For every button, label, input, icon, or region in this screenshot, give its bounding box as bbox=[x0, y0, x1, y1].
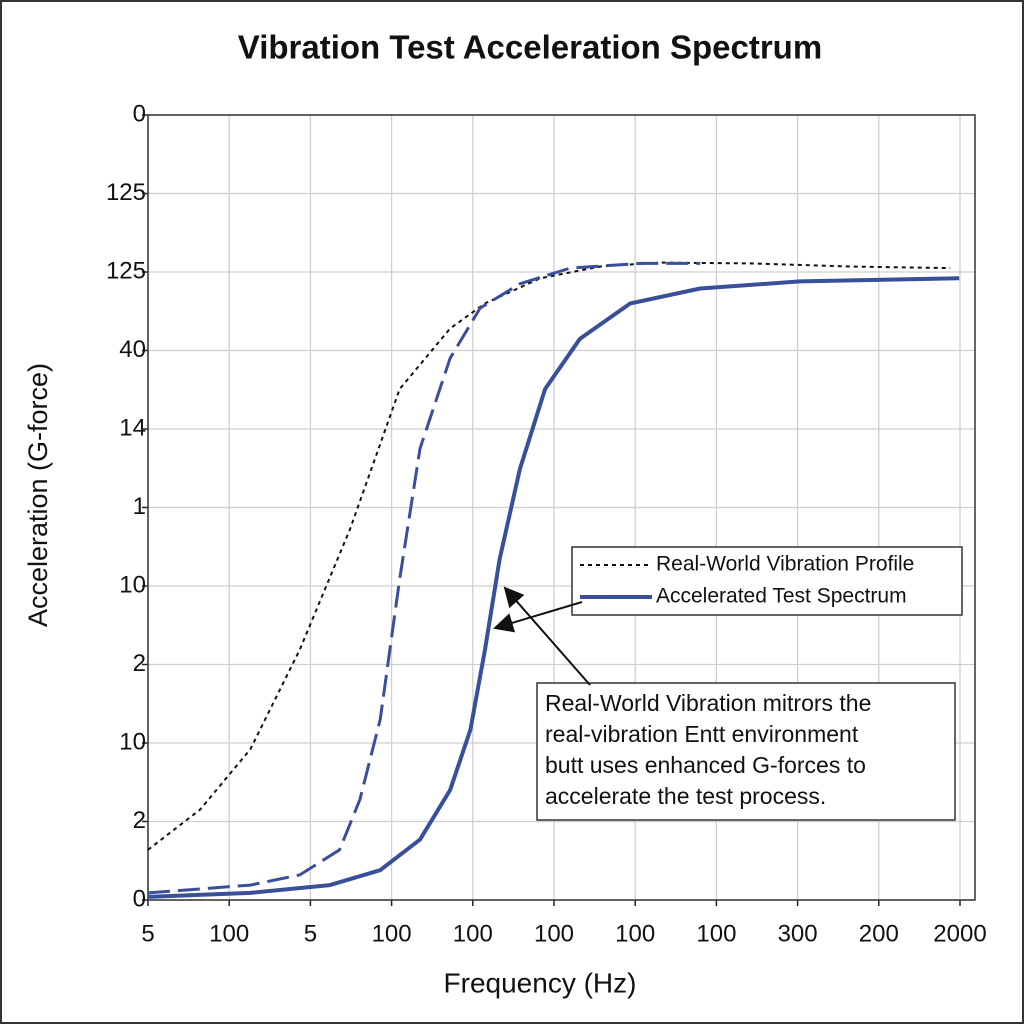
y-tick-label: 2 bbox=[133, 650, 146, 677]
x-axis-label: Frequency (Hz) bbox=[444, 967, 637, 998]
x-tick-label: 100 bbox=[534, 920, 574, 947]
x-tick-label: 100 bbox=[453, 920, 493, 947]
y-tick-label: 10 bbox=[119, 728, 146, 755]
annotation-text: butt uses enhanced G-forces to bbox=[545, 752, 866, 778]
annotation-box bbox=[536, 682, 956, 821]
y-axis-label: Acceleration (G-force) bbox=[23, 363, 53, 627]
legend-box bbox=[571, 546, 963, 616]
y-tick-label: 2 bbox=[133, 807, 146, 834]
plot-frame bbox=[147, 114, 976, 901]
annotation-arrow bbox=[503, 586, 591, 686]
chart-title: Vibration Test Acceleration Spectrum bbox=[238, 29, 822, 66]
series-line bbox=[147, 261, 701, 895]
legend: Real-World Vibration Profile Accelerated … bbox=[571, 546, 963, 616]
y-tick-label: 10 bbox=[119, 571, 146, 598]
y-tick-label: 40 bbox=[119, 336, 146, 363]
y-tick-label: 125 bbox=[106, 179, 146, 206]
x-tick-label: 100 bbox=[615, 920, 655, 947]
y-tick-label: 0 bbox=[133, 885, 146, 912]
x-tick-label: 100 bbox=[209, 920, 249, 947]
y-tick-label: 125 bbox=[106, 257, 146, 284]
annotation-text: accelerate the test process. bbox=[545, 783, 826, 809]
y-tick-label: 14 bbox=[119, 414, 146, 441]
x-tick-label: 300 bbox=[778, 920, 818, 947]
series-line bbox=[147, 276, 960, 899]
x-tick-label: 5 bbox=[304, 920, 317, 947]
x-tick-label: 2000 bbox=[933, 920, 986, 947]
annotation-text: real-vibration Entt environment bbox=[545, 721, 859, 747]
y-tick-label: 0 bbox=[133, 100, 146, 127]
legend-label: Real-World Vibration Profile bbox=[656, 553, 914, 576]
annotation: Real-World Vibration mitrors the real-vib… bbox=[493, 586, 956, 821]
legend-label: Accelerated Test Spectrum bbox=[656, 585, 907, 608]
series-line bbox=[147, 261, 951, 851]
x-tick-label: 100 bbox=[372, 920, 412, 947]
x-tick-label: 200 bbox=[859, 920, 899, 947]
x-tick-label: 100 bbox=[696, 920, 736, 947]
annotation-text: Real-World Vibration mitrors the bbox=[545, 690, 871, 716]
y-tick-label: 1 bbox=[133, 493, 146, 520]
annotation-arrow bbox=[493, 601, 583, 633]
x-tick-label: 5 bbox=[141, 920, 154, 947]
